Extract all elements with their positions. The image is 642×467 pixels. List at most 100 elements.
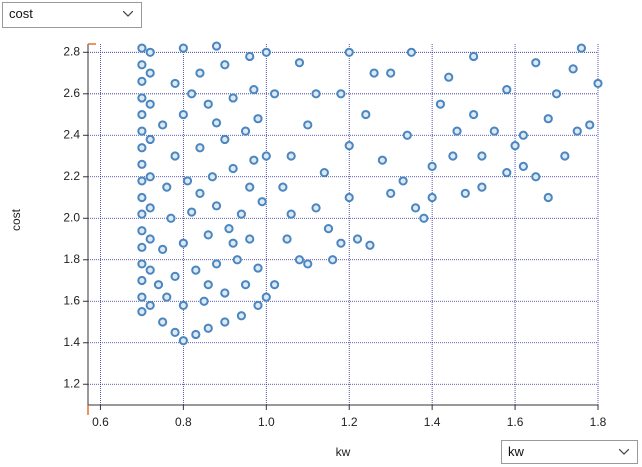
- point: [377, 155, 387, 165]
- x-tick-label: 1.6: [507, 415, 524, 429]
- point: [211, 41, 222, 51]
- point: [460, 188, 470, 198]
- x-select[interactable]: kw: [501, 440, 638, 464]
- point: [336, 238, 346, 248]
- point: [236, 311, 247, 321]
- x-axis-label: kw: [336, 445, 351, 459]
- point: [178, 43, 188, 53]
- point: [560, 151, 570, 161]
- point: [211, 118, 222, 128]
- point: [145, 99, 155, 109]
- y-select-value: cost: [9, 6, 33, 21]
- y-axis-label: cost: [9, 208, 23, 231]
- point: [489, 126, 499, 136]
- point: [469, 109, 479, 120]
- point: [211, 201, 222, 211]
- point: [207, 172, 217, 182]
- point: [344, 141, 354, 151]
- point: [220, 288, 230, 298]
- point: [203, 99, 213, 109]
- point: [170, 327, 180, 337]
- point: [369, 68, 379, 78]
- point: [178, 238, 188, 248]
- point: [551, 89, 562, 99]
- point: [311, 89, 321, 99]
- point: [228, 163, 238, 174]
- point: [510, 141, 520, 151]
- point: [182, 176, 193, 186]
- point: [199, 296, 209, 306]
- point: [137, 43, 147, 53]
- point: [228, 238, 238, 248]
- point: [145, 234, 155, 244]
- point: [469, 51, 479, 62]
- point: [220, 134, 230, 145]
- point: [145, 203, 155, 213]
- point: [137, 109, 147, 120]
- point: [228, 93, 238, 103]
- point: [568, 64, 578, 74]
- point: [178, 336, 188, 346]
- point: [352, 234, 363, 244]
- point: [336, 89, 346, 99]
- point: [232, 255, 242, 265]
- point: [191, 265, 201, 275]
- point: [261, 292, 271, 302]
- point: [427, 161, 437, 172]
- point: [158, 244, 168, 254]
- point: [236, 209, 247, 219]
- point: [585, 120, 595, 130]
- point: [178, 109, 188, 120]
- x-tick-label: 1.2: [341, 415, 358, 429]
- point: [518, 130, 528, 140]
- point: [311, 203, 321, 213]
- point: [245, 182, 255, 192]
- point: [153, 280, 164, 290]
- point: [187, 207, 197, 217]
- point: [137, 242, 147, 252]
- point: [543, 192, 553, 203]
- point: [137, 126, 147, 136]
- x-tick-label: 1.0: [258, 415, 275, 429]
- point: [531, 58, 541, 68]
- point: [278, 182, 288, 192]
- point: [220, 317, 230, 327]
- point: [137, 275, 147, 286]
- point: [419, 213, 429, 223]
- point: [452, 126, 462, 136]
- point: [195, 188, 205, 198]
- y-tick-label: 2.8: [63, 44, 80, 58]
- y-tick-label: 2.6: [63, 86, 80, 100]
- point: [187, 89, 197, 99]
- point: [145, 300, 155, 311]
- point: [427, 192, 437, 203]
- point: [303, 259, 313, 269]
- point: [170, 151, 180, 161]
- point: [257, 197, 267, 207]
- point: [253, 300, 263, 311]
- point: [137, 209, 147, 219]
- point: [145, 172, 155, 182]
- y-select[interactable]: cost: [2, 2, 142, 28]
- point: [344, 192, 354, 203]
- point: [195, 143, 205, 153]
- x-tick-label: 1.4: [424, 415, 441, 429]
- chevron: [619, 449, 629, 455]
- y-tick-label: 2.2: [63, 169, 80, 183]
- point: [203, 280, 213, 290]
- point: [286, 209, 296, 219]
- point: [361, 109, 371, 120]
- point: [253, 114, 263, 124]
- point: [518, 161, 528, 172]
- point: [137, 60, 147, 70]
- point: [253, 263, 263, 273]
- point: [593, 78, 603, 89]
- point: [137, 307, 147, 317]
- point: [286, 151, 296, 161]
- point: [435, 99, 446, 109]
- point: [294, 255, 305, 265]
- point: [269, 89, 280, 99]
- point: [245, 234, 255, 244]
- point: [191, 329, 201, 340]
